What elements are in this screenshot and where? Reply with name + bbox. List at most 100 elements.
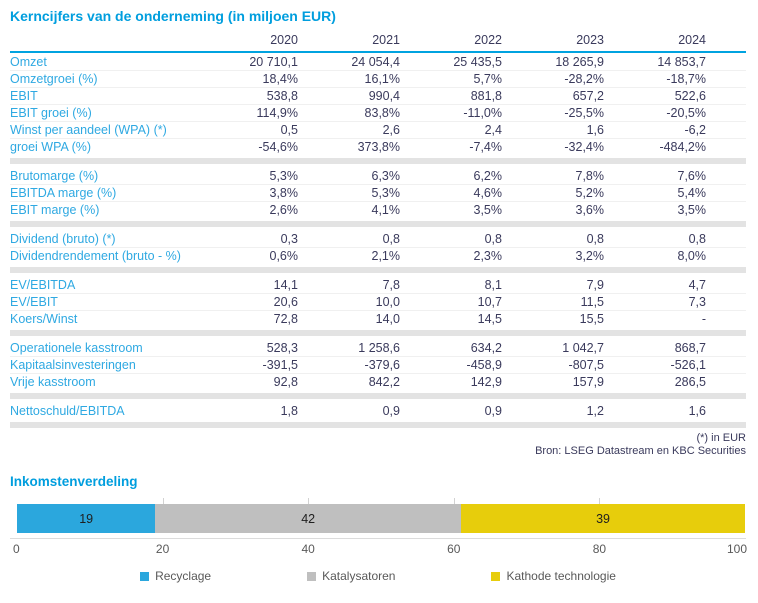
row-value: 8,1	[484, 277, 502, 292]
row-value: 373,8%	[357, 140, 400, 154]
section-separator	[10, 422, 746, 428]
row-value: -7,4%	[469, 140, 502, 154]
row-value: 157,9	[572, 375, 604, 389]
row-value: 8,0%	[677, 249, 707, 263]
row-value: 522,6	[674, 89, 706, 103]
legend-label: Recyclage	[155, 569, 212, 583]
legend-swatch-icon	[307, 571, 317, 581]
axis-tick-mark	[308, 498, 310, 504]
bar-segment-label: 42	[301, 511, 316, 526]
row-value: 0,9	[382, 403, 400, 418]
row-label: Koers/Winst	[10, 312, 78, 326]
row-label: EV/EBIT	[10, 295, 58, 309]
year-header: 2024	[678, 33, 706, 47]
row-label: EBIT groei (%)	[10, 106, 92, 120]
table-row: Brutomarge (%) 5,3% 6,3% 6,2% 7,8% 7,6%	[10, 167, 746, 184]
row-value: 92,8	[273, 375, 298, 389]
row-label: Dividendrendement (bruto - %)	[10, 249, 181, 263]
row-label: EBIT marge (%)	[10, 203, 100, 217]
table-section: EV/EBITDA 14,1 7,8 8,1 7,9 4,7 EV/EBIT 20,6 10,0…	[10, 276, 746, 327]
row-value: 4,6%	[473, 186, 503, 200]
table-row: EBITDA marge (%) 3,8% 5,3% 4,6% 5,2% 5,4%	[10, 184, 746, 201]
row-value: -484,2%	[659, 140, 706, 154]
row-value: 83,8%	[364, 106, 400, 120]
year-header: 2021	[372, 33, 400, 47]
table-section: Operationele kasstroom 528,3 1 258,6 634,2 1…	[10, 339, 746, 390]
row-value: 0,8	[484, 231, 502, 246]
row-value: 20,6	[273, 295, 298, 309]
table-section: Omzet 20 710,1 24 054,4 25 435,5 18 265,9 14 …	[10, 53, 746, 155]
legend-item-katalysatoren: Katalysatoren	[307, 569, 395, 583]
row-value: 2,4	[484, 123, 502, 137]
table-row: EBIT 538,8 990,4 881,8 657,2 522,6	[10, 87, 746, 104]
row-value: -28,2%	[564, 72, 604, 86]
table-section: Nettoschuld/EBITDA 1,8 0,9 0,9 1,2 1,6	[10, 402, 746, 419]
row-value: -458,9	[466, 358, 502, 372]
row-value: -807,5	[568, 358, 604, 372]
row-value: 5,3%	[269, 168, 299, 183]
row-value: 286,5	[674, 375, 706, 389]
row-value: 990,4	[368, 89, 400, 103]
row-value: 1,6	[688, 403, 706, 418]
row-value: 16,1%	[364, 72, 400, 86]
section-separator	[10, 330, 746, 336]
row-value: 4,7	[688, 277, 706, 292]
table-row: Vrije kasstroom 92,8 842,2 142,9 157,9 286,5	[10, 373, 746, 390]
table-body: Omzet 20 710,1 24 054,4 25 435,5 18 265,9 14 …	[10, 53, 746, 428]
table-title: Kerncijfers van de onderneming (in miljo…	[10, 8, 336, 24]
bar-segment-katalysatoren: 42	[155, 504, 462, 533]
row-value: -391,5	[262, 358, 298, 372]
axis-tick-label: 40	[301, 542, 315, 556]
stacked-bar: 19 42 39	[17, 498, 745, 533]
key-figures-table: 2020 2021 2022 2023 2024 Omzet 20 710,1 24 054…	[10, 33, 746, 428]
table-footer: (*) in EUR Bron: LSEG Datastream en KBC …	[10, 432, 746, 458]
chart-title: Inkomstenverdeling	[10, 474, 138, 489]
row-value: -20,5%	[666, 106, 706, 120]
row-value: 2,6%	[269, 203, 299, 217]
table-row: Kapitaalsinvesteringen -391,5 -379,6 -458,9…	[10, 356, 746, 373]
section-separator	[10, 393, 746, 399]
row-value: 10,0	[375, 295, 400, 309]
row-value: -25,5%	[564, 106, 604, 120]
legend-item-recyclage: Recyclage	[140, 569, 211, 583]
table-header-row: 2020 2021 2022 2023 2024	[10, 33, 746, 53]
row-value: 7,9	[586, 277, 604, 292]
row-value: 5,3%	[371, 186, 401, 200]
row-value: 7,8	[382, 277, 400, 292]
row-value: 18,4%	[262, 72, 298, 86]
row-value: 3,8%	[269, 186, 299, 200]
row-label: Omzetgroei (%)	[10, 72, 98, 86]
bar-segment-recyclage: 19	[17, 504, 156, 533]
legend-swatch-icon	[140, 571, 150, 581]
row-label: groei WPA (%)	[10, 140, 92, 154]
row-label: Operationele kasstroom	[10, 340, 143, 355]
source-note: Bron: LSEG Datastream en KBC Securities	[535, 445, 746, 457]
row-value: -32,4%	[564, 140, 604, 154]
row-value: 10,7	[477, 295, 502, 309]
table-row: EV/EBIT 20,6 10,0 10,7 11,5 7,3	[10, 293, 746, 310]
bar-segment-kathode-technologie: 39	[461, 504, 745, 533]
row-value: -526,1	[670, 358, 706, 372]
table-row: Omzet 20 710,1 24 054,4 25 435,5 18 265,9 14 …	[10, 53, 746, 70]
row-label: Kapitaalsinvesteringen	[10, 358, 136, 372]
row-value: 842,2	[368, 375, 400, 389]
table-row: Operationele kasstroom 528,3 1 258,6 634,2 1…	[10, 339, 746, 356]
axis-tick-mark	[453, 498, 455, 504]
x-axis-labels: 0 20 40 60 80 100	[13, 542, 747, 556]
axis-tick-label: 20	[155, 542, 170, 556]
row-label: EV/EBITDA	[10, 277, 76, 292]
row-label: Winst per aandeel (WPA) (*)	[10, 123, 167, 137]
row-value: 3,5%	[677, 203, 707, 217]
row-value: 6,2%	[473, 168, 503, 183]
table-row: Omzetgroei (%) 18,4% 16,1% 5,7% -28,2% -18,7%	[10, 70, 746, 87]
axis-tick-label: 0	[12, 542, 20, 556]
row-value: 14 853,7	[657, 54, 706, 69]
row-value: 142,9	[470, 375, 502, 389]
row-value: 1 042,7	[562, 340, 604, 355]
row-value: -	[701, 312, 706, 326]
row-value: 14,0	[375, 312, 400, 326]
row-label: Nettoschuld/EBITDA	[10, 403, 125, 418]
row-value: -379,6	[364, 358, 400, 372]
table-section: Brutomarge (%) 5,3% 6,3% 6,2% 7,8% 7,6% EBITDA…	[10, 167, 746, 218]
row-value: 657,2	[572, 89, 604, 103]
